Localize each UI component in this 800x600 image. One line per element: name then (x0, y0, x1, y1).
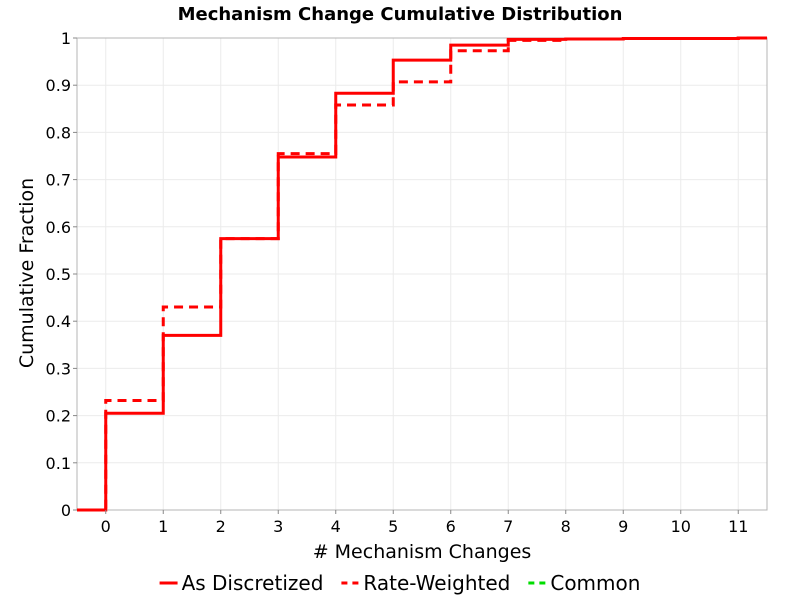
x-tick-label: 3 (273, 517, 283, 536)
x-tick-label: 0 (101, 517, 111, 536)
x-tick-label: 5 (388, 517, 398, 536)
y-tick-label: 1 (61, 29, 71, 48)
y-tick-label: 0.2 (46, 407, 71, 426)
series-group (77, 36, 767, 512)
legend-label: Common (550, 571, 640, 595)
series-line-rate-weighted (77, 36, 767, 512)
y-tick-label: 0.8 (46, 123, 71, 142)
chart-title: Mechanism Change Cumulative Distribution (178, 4, 623, 25)
legend-item: As Discretized (159, 571, 324, 595)
x-tick-label: 7 (503, 517, 513, 536)
grid (77, 37, 767, 511)
y-tick-label: 0.4 (46, 312, 71, 331)
legend: As Discretized Rate-Weighted Common (159, 571, 640, 595)
legend-item: Common (528, 571, 640, 595)
legend-label: As Discretized (182, 571, 324, 595)
y-tick-label: 0.6 (46, 218, 71, 237)
y-tick-label: 0.7 (46, 171, 71, 190)
legend-item: Rate-Weighted (341, 571, 510, 595)
x-tick-label: 4 (331, 517, 341, 536)
x-tick-label: 1 (158, 517, 168, 536)
x-tick-label: 6 (446, 517, 456, 536)
legend-label: Rate-Weighted (363, 571, 510, 595)
x-tick-label: 10 (671, 517, 691, 536)
x-tick-label: 2 (216, 517, 226, 536)
y-tick-label: 0 (61, 501, 71, 520)
x-axis-label: # Mechanism Changes (313, 541, 532, 563)
x-tick-label: 8 (561, 517, 571, 536)
y-tick-label: 0.5 (46, 265, 71, 284)
y-axis-label: Cumulative Fraction (16, 178, 38, 368)
y-tick-label: 0.1 (46, 454, 71, 473)
x-tick-label: 9 (618, 517, 628, 536)
y-axis-ticks: 0 0.1 0.2 0.3 0.4 0.5 0.6 0.7 0.8 0.9 1 (46, 29, 77, 520)
y-tick-label: 0.9 (46, 76, 71, 95)
y-tick-label: 0.3 (46, 359, 71, 378)
x-tick-label: 11 (728, 517, 748, 536)
x-axis-ticks: 0 1 2 3 4 5 6 7 8 9 10 11 (101, 510, 748, 536)
